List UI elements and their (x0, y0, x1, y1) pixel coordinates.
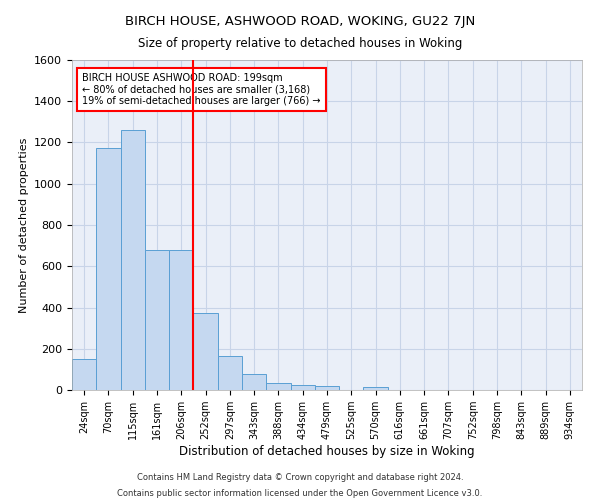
Bar (242, 374, 266, 390)
Bar (145, 250, 169, 390)
Text: BIRCH HOUSE ASHWOOD ROAD: 199sqm
← 80% of detached houses are smaller (3,168)
19: BIRCH HOUSE ASHWOOD ROAD: 199sqm ← 80% o… (82, 73, 320, 106)
Text: Contains public sector information licensed under the Open Government Licence v3: Contains public sector information licen… (118, 488, 482, 498)
Bar (193, 312, 218, 390)
Bar (169, 250, 193, 390)
Bar (96, 148, 121, 390)
Text: Size of property relative to detached houses in Woking: Size of property relative to detached ho… (138, 38, 462, 51)
Bar (364, 387, 388, 390)
Bar (266, 383, 290, 390)
X-axis label: Distribution of detached houses by size in Woking: Distribution of detached houses by size … (179, 445, 475, 458)
Bar (121, 130, 145, 390)
Bar (290, 385, 315, 390)
Y-axis label: Number of detached properties: Number of detached properties (19, 138, 29, 312)
Bar (218, 356, 242, 390)
Text: Contains HM Land Registry data © Crown copyright and database right 2024.: Contains HM Land Registry data © Crown c… (137, 474, 463, 482)
Bar (72, 359, 96, 390)
Text: BIRCH HOUSE, ASHWOOD ROAD, WOKING, GU22 7JN: BIRCH HOUSE, ASHWOOD ROAD, WOKING, GU22 … (125, 15, 475, 28)
Bar (315, 386, 339, 390)
